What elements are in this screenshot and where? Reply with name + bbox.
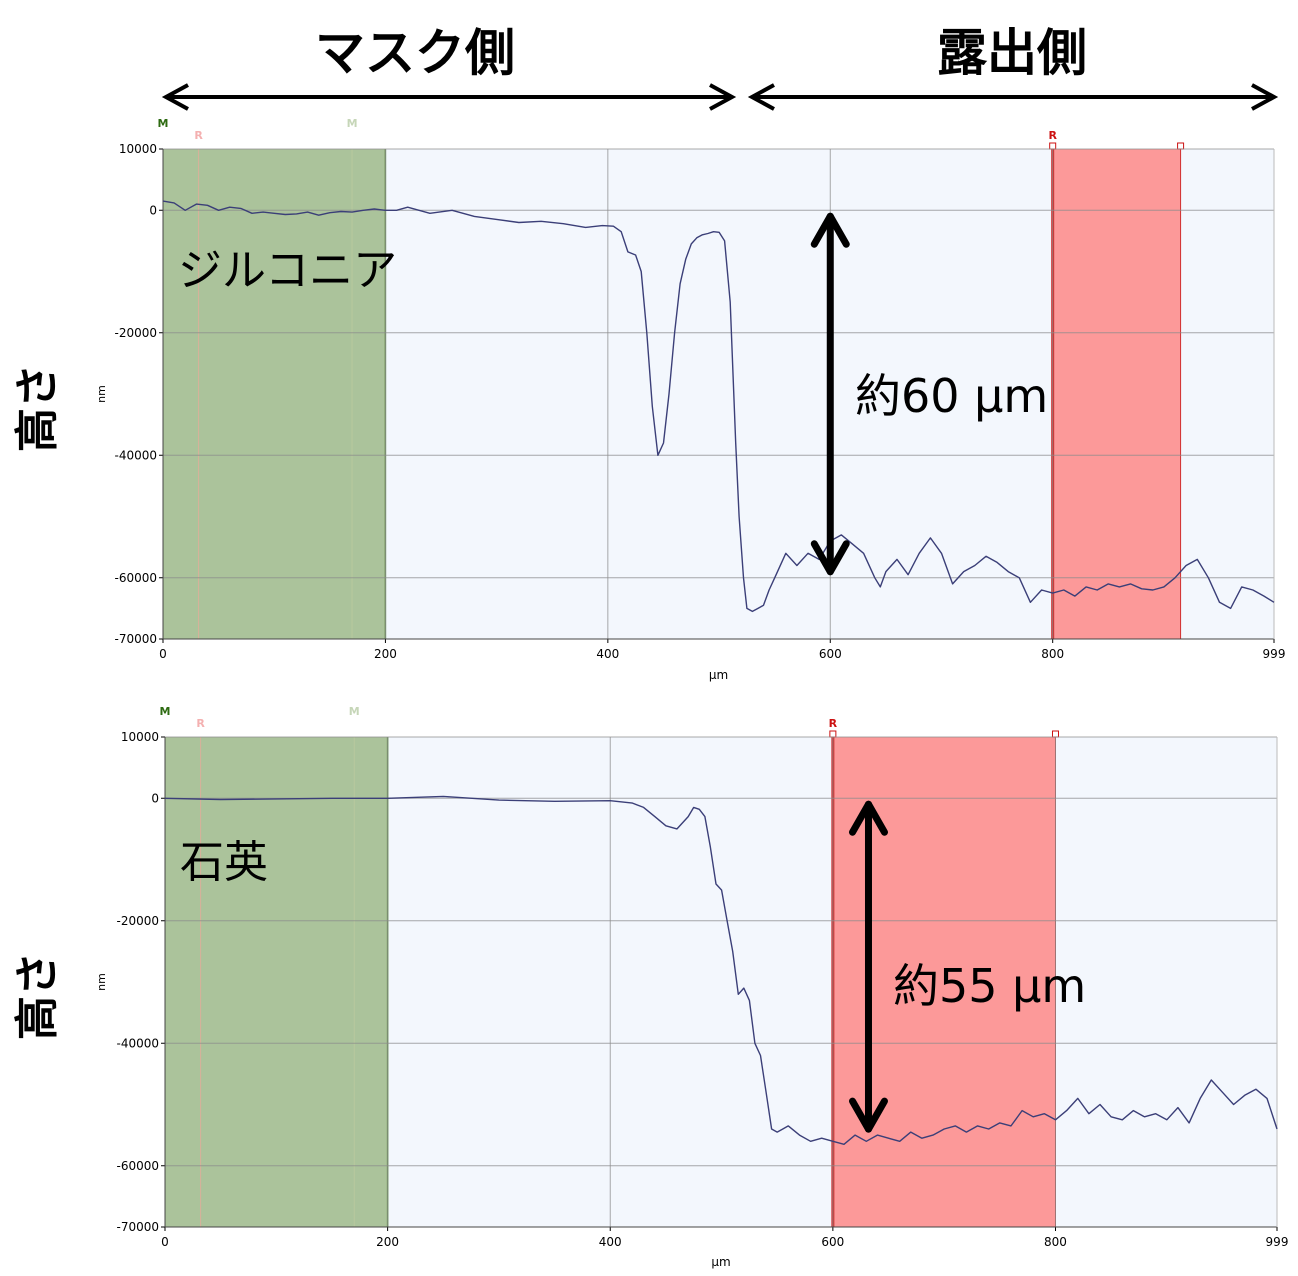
exposed-side-label: 露出側 <box>937 24 1087 82</box>
y-tick-label: -40000 <box>114 448 157 462</box>
depth-annotation: 約55 µm <box>893 959 1086 1013</box>
y-tick-label: -70000 <box>116 1220 159 1234</box>
x-tick-label: 0 <box>159 647 167 661</box>
profile-trace <box>164 795 1278 1145</box>
y-axis-unit-label: nm <box>95 385 108 403</box>
marker-label-m: M <box>347 117 358 130</box>
profile-trace <box>162 200 1275 613</box>
exposed-side-arrow <box>747 83 1279 111</box>
reference-handle-right <box>1051 730 1059 738</box>
reference-handle-left <box>1049 142 1057 150</box>
depth-arrow <box>810 212 850 576</box>
x-tick-label: 200 <box>374 647 397 661</box>
x-tick-label: 800 <box>1041 647 1064 661</box>
x-tick-label: 400 <box>596 647 619 661</box>
material-label: 石英 <box>180 837 268 888</box>
marker-label-r: R <box>196 717 205 730</box>
y-tick-label: 0 <box>149 203 157 217</box>
depth-arrow-head-bottom <box>848 1097 888 1133</box>
y-tick-label: -20000 <box>114 326 157 340</box>
depth-arrow-head-bottom <box>810 540 850 576</box>
reference-handle-right <box>1177 142 1185 150</box>
marker-label-r: R <box>829 717 838 730</box>
material-label: ジルコニア <box>178 245 397 296</box>
height-axis-label: 高さ <box>12 952 63 1040</box>
reference-region-band <box>1052 149 1181 639</box>
y-tick-label: -70000 <box>114 632 157 646</box>
x-tick-label: 800 <box>1044 1235 1067 1249</box>
y-tick-label: -60000 <box>114 571 157 585</box>
y-tick-label: -60000 <box>116 1159 159 1173</box>
mask-side-label: マスク側 <box>315 24 515 82</box>
y-tick-label: 10000 <box>119 142 157 156</box>
mask-side-arrow <box>161 83 737 111</box>
reference-handle-left <box>829 730 837 738</box>
x-tick-label: 0 <box>161 1235 169 1249</box>
x-tick-label: 600 <box>819 647 842 661</box>
y-tick-label: 0 <box>151 791 159 805</box>
marker-label-m: M <box>158 117 169 130</box>
x-tick-label: 200 <box>376 1235 399 1249</box>
depth-arrow-head-top <box>848 800 888 836</box>
x-tick-label: 999 <box>1266 1235 1289 1249</box>
x-axis-label: µm <box>711 1255 730 1269</box>
x-tick-label: 600 <box>821 1235 844 1249</box>
mask-region-band <box>163 149 386 639</box>
x-axis-label: µm <box>709 668 728 682</box>
y-axis-unit-label: nm <box>95 973 108 991</box>
depth-annotation: 約60 µm <box>855 369 1048 423</box>
y-tick-label: 10000 <box>121 730 159 744</box>
marker-label-r: R <box>1048 129 1057 142</box>
region-header: マスク側 露出側 <box>161 24 1279 111</box>
marker-label-m: M <box>160 705 171 718</box>
mask-region-band <box>165 737 388 1227</box>
depth-arrow-head-top <box>810 212 850 248</box>
depth-arrow <box>848 800 888 1133</box>
height-axis-label: 高さ <box>12 364 63 452</box>
y-tick-label: -20000 <box>116 914 159 928</box>
marker-label-m: M <box>349 705 360 718</box>
x-tick-label: 999 <box>1263 647 1286 661</box>
y-tick-label: -40000 <box>116 1036 159 1050</box>
marker-label-r: R <box>194 129 203 142</box>
x-tick-label: 400 <box>599 1235 622 1249</box>
